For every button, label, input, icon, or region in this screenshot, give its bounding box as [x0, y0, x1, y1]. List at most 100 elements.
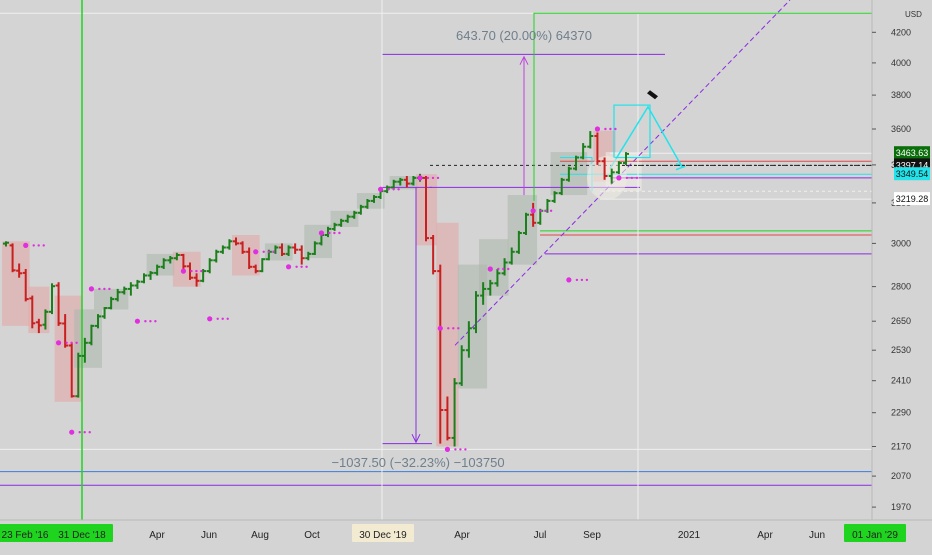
- ohlc-bar: [298, 245, 305, 265]
- time-label-bg: [844, 524, 906, 542]
- ohlc-bar: [608, 168, 615, 184]
- ohlc-bar: [81, 337, 88, 363]
- price-tick-label: 2290: [891, 408, 911, 418]
- price-tick-label: 1970: [891, 502, 911, 512]
- ohlc-bar: [465, 321, 472, 358]
- signal-trail-dot: [575, 278, 579, 282]
- ohlc-bar: [75, 352, 82, 398]
- ohlc-bar: [259, 258, 266, 273]
- signal-dot: [180, 268, 187, 274]
- signal-trail-dot: [200, 269, 203, 273]
- cyan-arrowhead: [675, 162, 687, 171]
- price-label-text: 3463.63: [896, 148, 929, 158]
- ohlc-bar: [444, 396, 451, 441]
- ohlc-bar: [311, 241, 318, 255]
- ohlc-bar: [458, 345, 465, 386]
- measure-arrowhead-down: [411, 433, 421, 444]
- signal-marker-16: [566, 277, 589, 283]
- signal-trail-dot: [262, 250, 265, 253]
- price-label-text: 3397.14: [896, 160, 929, 170]
- signal-trail-dot: [459, 448, 462, 451]
- ohlc-bar: [338, 218, 345, 227]
- time-label-text: Oct: [304, 530, 320, 541]
- time-label-text: 2021: [678, 530, 701, 541]
- ohlc-bar: [29, 295, 36, 329]
- signal-trail-dot: [464, 448, 467, 451]
- signal-trail-dot: [397, 188, 400, 191]
- signal-trail-dot: [70, 341, 73, 344]
- signal-trail-dot: [65, 341, 68, 344]
- time-label-bg: [0, 524, 56, 542]
- ohlc-bar: [187, 262, 193, 280]
- time-axis-bg: [0, 520, 932, 550]
- signal-trail-dot: [549, 209, 553, 212]
- ohlc-bar: [206, 258, 213, 274]
- ohlc-bar: [114, 288, 121, 302]
- signal-trail-dot: [544, 209, 548, 212]
- ohlc-bar: [246, 247, 253, 269]
- signal-trail-dot: [635, 176, 639, 180]
- time-label-10: 2021: [678, 530, 701, 541]
- time-label-4: Aug: [251, 530, 269, 541]
- price-label-3: 3219.28: [894, 192, 930, 206]
- ohlc-bar: [351, 210, 358, 219]
- signal-trail-dot: [75, 341, 78, 344]
- signal-trail-dot: [614, 127, 617, 131]
- ohlc-bar: [344, 214, 351, 223]
- ohlc-bar: [101, 307, 108, 319]
- signal-trail-dot: [103, 287, 106, 291]
- signal-marker-4: [134, 318, 157, 324]
- time-label-text: 23 Feb '16: [2, 530, 49, 541]
- time-label-bg: [51, 524, 113, 542]
- ohlc-bar: [587, 131, 594, 149]
- time-label-9: Sep: [583, 530, 601, 541]
- signal-trail-dot: [609, 127, 612, 131]
- ohlc-bar: [147, 271, 154, 280]
- signal-trail-dot: [144, 320, 147, 323]
- ohlc-bar: [390, 179, 397, 190]
- signal-marker-17: [594, 126, 617, 132]
- ohlc-bar: [9, 243, 16, 273]
- time-label-text: 31 Dec '18: [58, 530, 106, 541]
- signal-trail-dot: [37, 244, 40, 247]
- ohlc-bar: [331, 222, 338, 231]
- ohlc-bar: [523, 212, 529, 235]
- ohlc-bar: [285, 245, 292, 256]
- signal-trail-dot: [267, 250, 270, 253]
- price-label-bg: [894, 192, 930, 206]
- signal-dot: [616, 175, 622, 181]
- signal-trail-dot: [32, 244, 35, 247]
- signal-marker-8: [285, 264, 308, 270]
- signal-marker-7: [253, 249, 275, 255]
- price-label-0: 3463.63: [894, 146, 930, 160]
- ohlc-bar: [305, 251, 312, 261]
- ohlc-bar: [437, 264, 444, 444]
- signal-dot: [134, 318, 141, 324]
- time-label-3: Jun: [201, 530, 217, 541]
- time-label-11: Apr: [757, 530, 773, 541]
- ohlc-bar: [22, 269, 29, 302]
- zone-box-8: [264, 243, 293, 261]
- time-label-1: 31 Dec '18: [51, 524, 113, 542]
- time-label-text: Jul: [534, 530, 547, 541]
- signal-dot: [566, 277, 572, 283]
- signal-trail-dot: [221, 317, 224, 320]
- ohlc-bar: [501, 258, 508, 276]
- zone-box-12: [389, 176, 418, 190]
- signal-marker-12: [437, 325, 460, 331]
- ohlc-bar: [487, 279, 494, 296]
- signal-trail-dot: [507, 267, 510, 271]
- signal-dot: [444, 446, 451, 452]
- time-label-13: 01 Jan '29: [844, 524, 906, 542]
- signal-trail-dot: [216, 317, 219, 320]
- ohlc-bar: [180, 253, 187, 269]
- signal-trail-dot: [436, 176, 440, 180]
- signal-marker-14: [487, 266, 510, 272]
- ohlc-bar: [480, 282, 487, 305]
- signal-trail-dot: [42, 244, 45, 247]
- time-label-8: Jul: [534, 530, 547, 541]
- ohlc-bar: [239, 241, 246, 254]
- ohlc-bar: [530, 202, 537, 227]
